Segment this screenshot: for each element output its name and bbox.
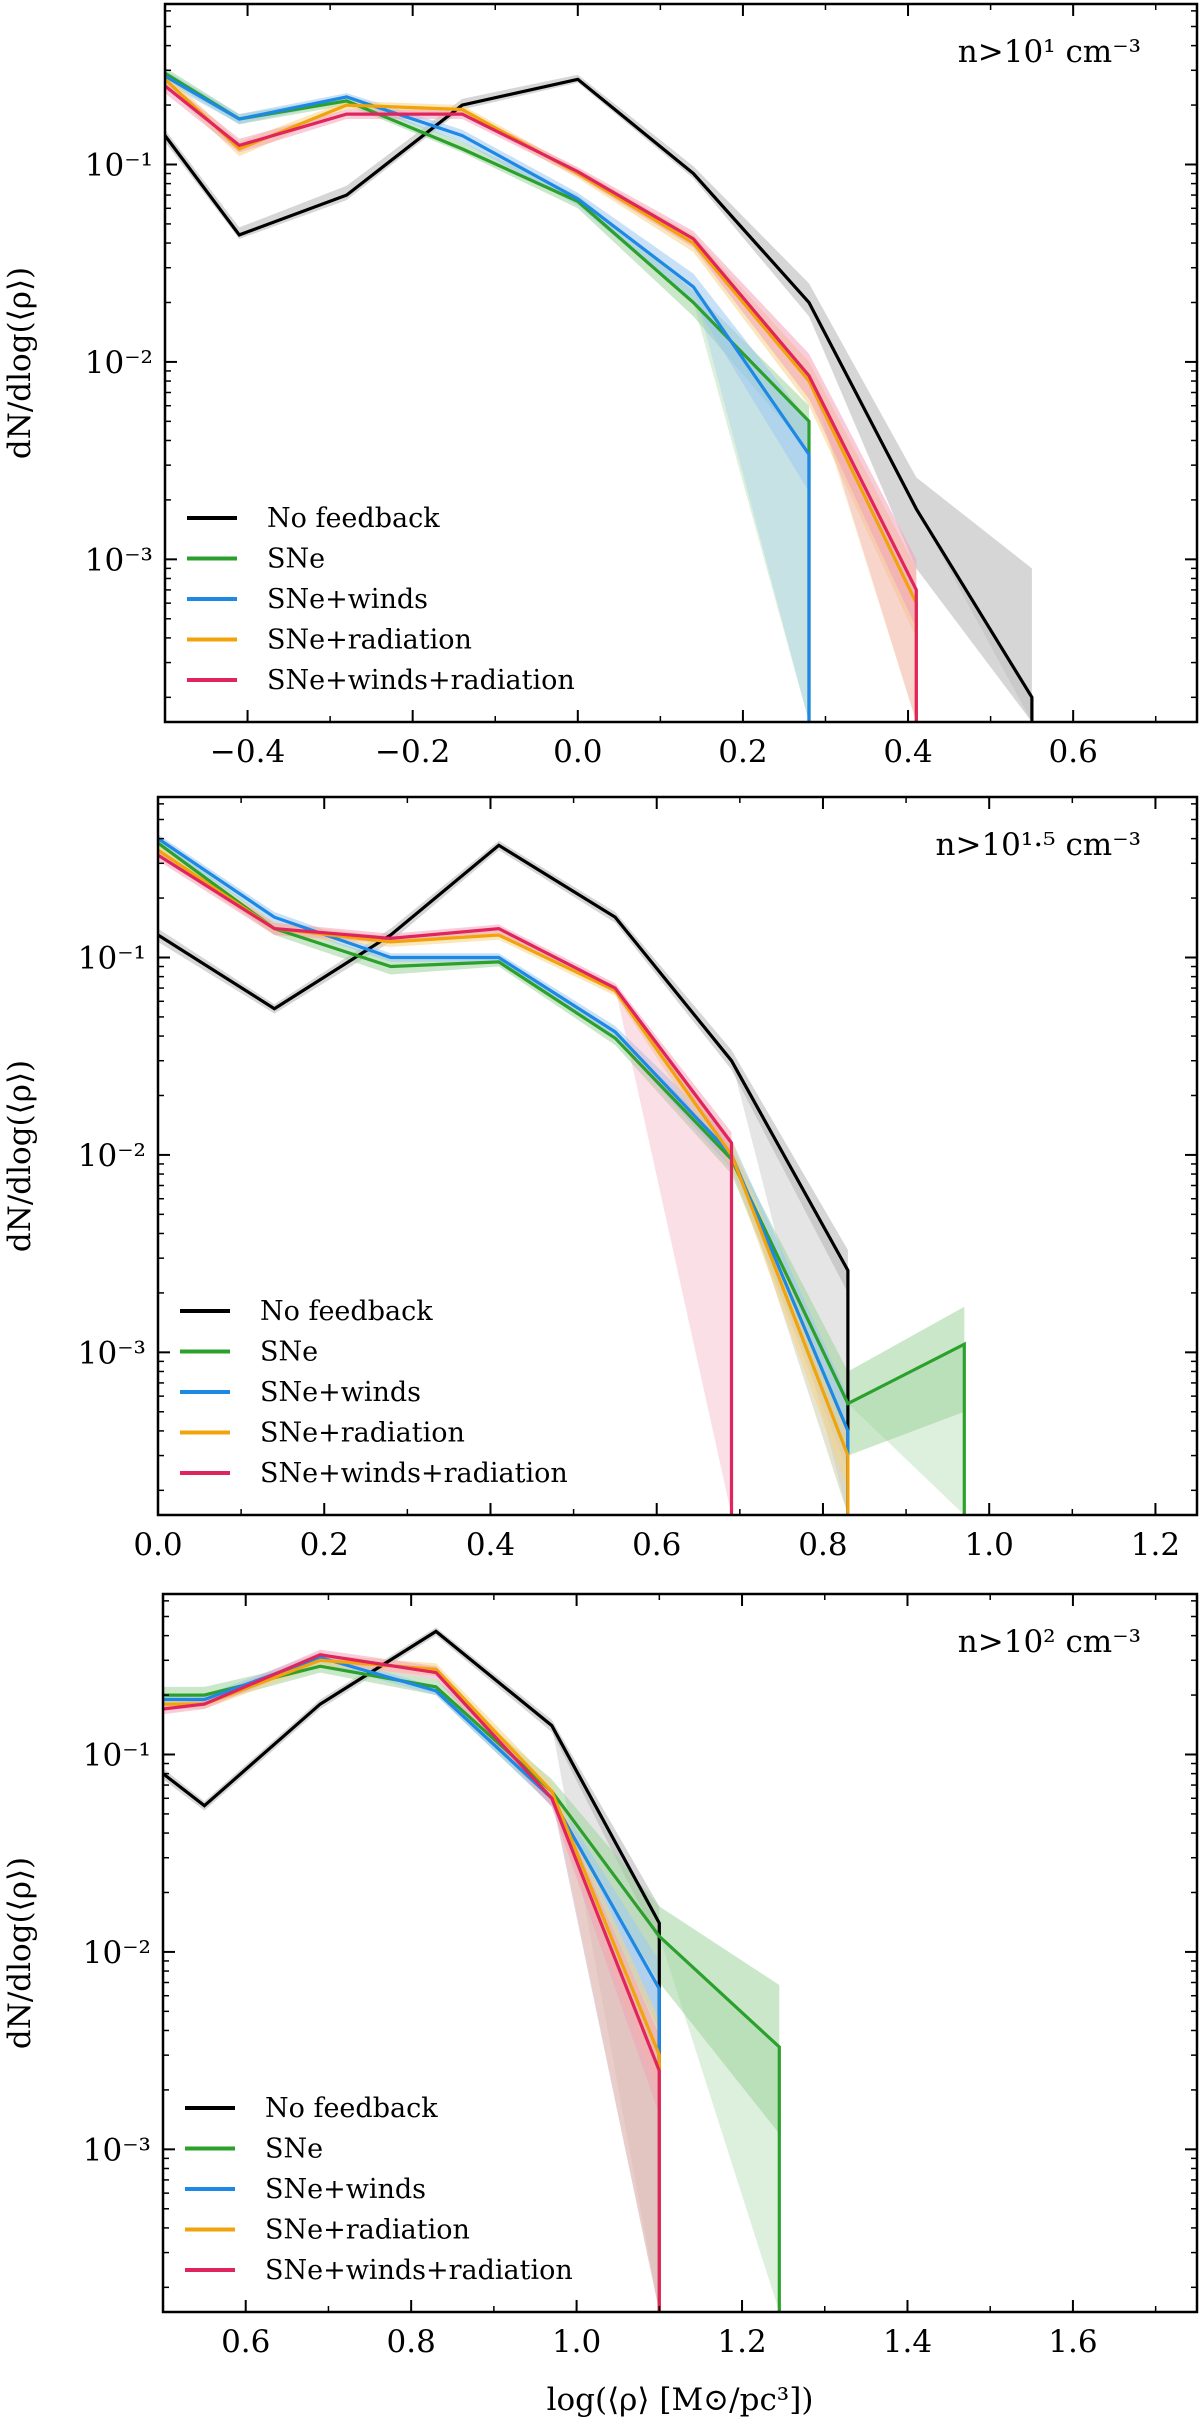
series-line-sne-winds [158, 837, 850, 1515]
x-tick-label: 0.6 [221, 2324, 270, 2360]
x-tick-label: 1.6 [1048, 2324, 1097, 2360]
band-tail [693, 286, 809, 722]
series-line-sne [165, 71, 811, 722]
legend-label: SNe+radiation [260, 1418, 465, 1449]
x-tick-label: 0.4 [883, 734, 932, 770]
x-tick-label: 0.0 [553, 734, 602, 770]
axes-frame [156, 795, 1199, 1517]
y-axis-label: dN/dlog(⟨ρ⟩) [2, 1060, 38, 1252]
band-tail [615, 988, 732, 1515]
band-tail [809, 375, 917, 722]
density-threshold-label: n>10¹ cm⁻³ [958, 34, 1141, 70]
density-threshold-label: n>10² cm⁻³ [958, 1624, 1141, 1660]
series-line-no-feedback [165, 77, 1034, 722]
legend-label: No feedback [267, 503, 440, 534]
legend-label: No feedback [260, 1296, 433, 1327]
series-line-sne-winds-radiation [165, 84, 918, 722]
y-tick-label: 10⁻¹ [78, 940, 146, 976]
band-tail [731, 1154, 848, 1515]
legend-label: SNe+winds+radiation [265, 2255, 573, 2286]
legend-label: SNe [265, 2134, 323, 2165]
density-threshold-label: n>10¹·⁵ cm⁻³ [936, 827, 1142, 863]
band-tail [551, 1798, 660, 2312]
axes-frame [163, 2, 1199, 724]
band-tail [659, 1936, 780, 2312]
x-tick-label: −0.2 [375, 734, 450, 770]
y-axis-label: dN/dlog(⟨ρ⟩) [2, 267, 38, 459]
band-tail [551, 1798, 660, 2312]
legend: No feedback SNe SNe+winds SNe+radiation SNe+… [187, 503, 575, 696]
axis-ticks: −0.4 −0.2 0.0 0.2 0.4 0.6 10⁻¹ 10⁻² 10⁻³ [85, 4, 1197, 770]
legend-label: SNe [267, 544, 325, 575]
x-tick-label: 0.6 [632, 1527, 681, 1563]
x-tick-label: 0.2 [300, 1527, 349, 1563]
series-line-no-feedback [163, 1629, 661, 2312]
plot-area [158, 834, 966, 1515]
x-axis-label: log(⟨ρ⟩ [M⊙/pc³]) [547, 2382, 814, 2418]
y-tick-label: 10⁻³ [78, 1335, 146, 1371]
band-no-feedback [163, 1627, 660, 1944]
legend-label: No feedback [265, 2093, 438, 2124]
band-tail [731, 1154, 848, 1515]
legend-label: SNe+winds+radiation [260, 1458, 568, 1489]
x-tick-label: 1.0 [552, 2324, 601, 2360]
series-line-sne-winds [163, 1655, 661, 2312]
series-line-sne-winds [165, 74, 811, 722]
x-tick-label: 1.2 [717, 2324, 766, 2360]
x-tick-label: 0.8 [798, 1527, 847, 1563]
y-tick-label: 10⁻¹ [83, 1737, 151, 1773]
y-tick-label: 10⁻¹ [85, 147, 153, 183]
y-tick-label: 10⁻³ [83, 2132, 151, 2168]
x-tick-label: 1.4 [883, 2324, 932, 2360]
legend-label: SNe+winds [267, 584, 428, 615]
panel-1: −0.4 −0.2 0.0 0.2 0.4 0.6 10⁻¹ 10⁻² 10⁻³ n>10¹ cm… [2, 2, 1199, 770]
legend: No feedback SNe SNe+winds SNe+radiation SNe+… [185, 2093, 573, 2286]
y-axis-label: dN/dlog(⟨ρ⟩) [2, 1857, 38, 2049]
series-line-sne-winds-radiation [158, 853, 734, 1515]
plot-area [165, 67, 1034, 722]
band-tail [809, 381, 917, 722]
plot-area [163, 1627, 781, 2312]
band-sne [163, 1660, 780, 2134]
series-line-no-feedback [158, 843, 850, 1515]
series-line-sne [163, 1664, 781, 2312]
y-tick-label: 10⁻³ [85, 542, 153, 578]
legend: No feedback SNe SNe+winds SNe+radiation SNe+… [180, 1296, 568, 1489]
y-tick-label: 10⁻² [78, 1138, 146, 1174]
y-tick-label: 10⁻² [85, 345, 153, 381]
legend-label: SNe+winds+radiation [267, 665, 575, 696]
series-line-sne-winds-radiation [163, 1653, 661, 2312]
x-tick-label: −0.4 [210, 734, 285, 770]
x-tick-label: 0.4 [466, 1527, 515, 1563]
x-tick-label: 1.0 [965, 1527, 1014, 1563]
x-tick-label: 0.0 [133, 1527, 182, 1563]
band-tail [916, 508, 1032, 722]
x-tick-label: 1.2 [1131, 1527, 1180, 1563]
y-tick-label: 10⁻² [83, 1935, 151, 1971]
legend-label: SNe+winds [260, 1377, 421, 1408]
band-tail [847, 1344, 965, 1515]
legend-label: SNe [260, 1337, 318, 1368]
legend-label: SNe+radiation [267, 625, 472, 656]
x-tick-label: 0.6 [1049, 734, 1098, 770]
legend-label: SNe+radiation [265, 2215, 470, 2246]
series-line-sne [158, 841, 966, 1515]
legend-label: SNe+winds [265, 2174, 426, 2205]
panel-2: 0.0 0.2 0.4 0.6 0.8 1.0 1.2 10⁻¹ 10⁻² 10⁻³ n>10¹·⁵… [2, 795, 1199, 1563]
band-sne-radiation [163, 1654, 660, 2099]
axes-frame [161, 1592, 1199, 2314]
x-tick-label: 0.2 [718, 734, 767, 770]
panel-3: 0.6 0.8 1.0 1.2 1.4 1.6 10⁻¹ 10⁻² 10⁻³ n>10² cm⁻³… [2, 1592, 1199, 2418]
x-tick-label: 0.8 [387, 2324, 436, 2360]
band-tail [551, 1791, 660, 2312]
